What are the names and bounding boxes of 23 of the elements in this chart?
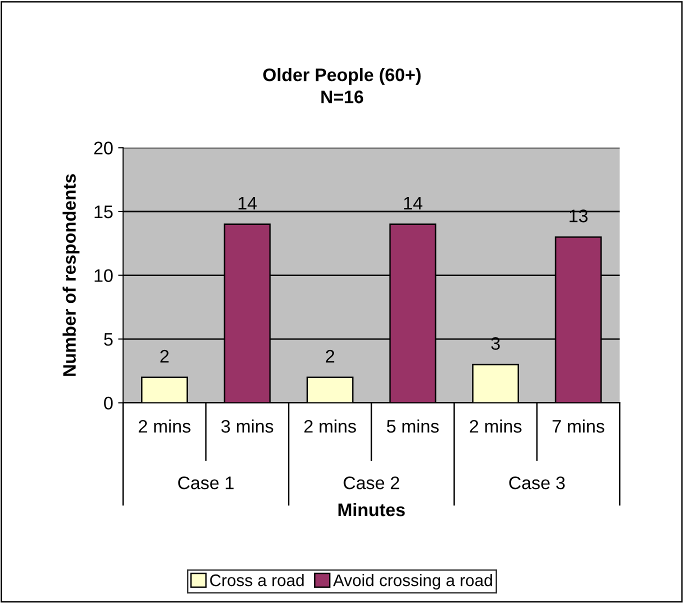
y-axis-title: Number of respondents [62, 174, 80, 376]
y-tick-label: 15 [94, 206, 113, 218]
y-tick-label: 10 [94, 269, 113, 282]
text: Case 3 [509, 476, 565, 490]
x-tick-label: 2 mins [304, 419, 356, 433]
legend-label: Cross a road [210, 574, 304, 586]
x-tick-label: 3 mins [221, 419, 274, 433]
y-tick-label: 5 [104, 333, 113, 346]
data-label: 2 [160, 350, 169, 362]
x-axis-title: Minutes [338, 502, 405, 516]
x-tick-label: 2 mins [138, 419, 190, 433]
data-label: 14 [404, 196, 422, 210]
text: Case 2 [344, 476, 400, 490]
x-tick-label: 5 mins [386, 419, 439, 433]
y-tick-label: 20 [94, 142, 113, 154]
data-label: 14 [238, 196, 257, 210]
data-label: 2 [326, 350, 334, 362]
legend-label: Avoid crossing a road [333, 574, 492, 590]
chart-title: Older People (60+) N=16 [263, 68, 421, 104]
text: Case 1 [178, 476, 234, 490]
y-tick-label: 0 [104, 396, 113, 410]
x-tick-label: 2 mins [470, 419, 522, 433]
x-tick-label: 7 mins [552, 419, 604, 433]
